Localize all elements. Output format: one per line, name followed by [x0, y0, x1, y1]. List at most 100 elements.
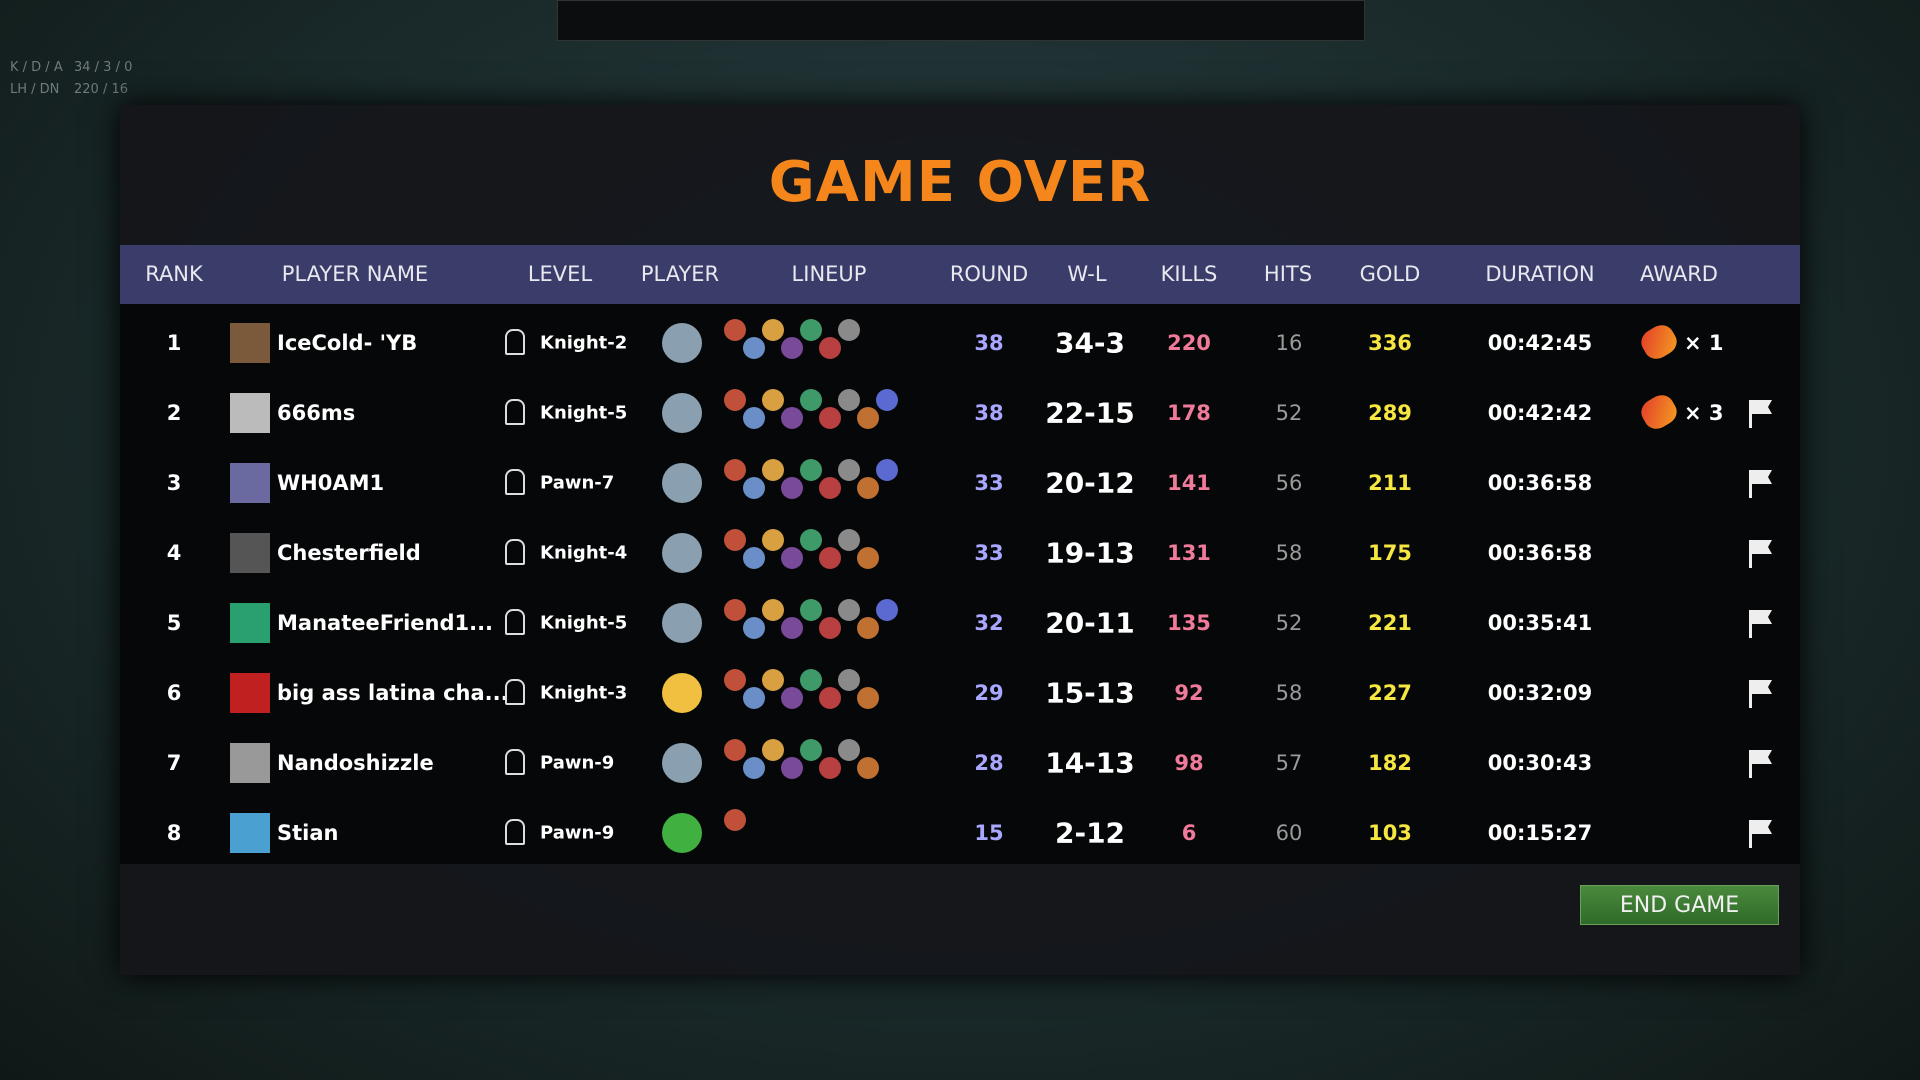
hero-icon — [800, 389, 822, 411]
kills: 141 — [1167, 471, 1211, 495]
end-game-button[interactable]: END GAME — [1580, 885, 1779, 925]
level: Pawn-9 — [540, 752, 615, 774]
kills: 92 — [1174, 681, 1204, 705]
hits: 52 — [1275, 611, 1303, 635]
flag[interactable] — [1752, 540, 1772, 554]
flag[interactable] — [1752, 750, 1772, 764]
hero-icon — [724, 669, 746, 691]
rank: 7 — [166, 751, 182, 775]
win-loss: 14-13 — [1045, 746, 1135, 780]
column-header: LINEUP — [791, 262, 867, 286]
flag[interactable] — [1752, 610, 1772, 624]
player-name: IceCold- 'YB — [277, 331, 418, 355]
level: Pawn-9 — [540, 822, 615, 844]
column-header: PLAYER NAME — [281, 262, 429, 286]
kills: 178 — [1167, 401, 1211, 425]
hero-icon — [743, 547, 765, 569]
hero-icon — [743, 477, 765, 499]
hero-icon — [857, 477, 879, 499]
player-name: 666ms — [277, 401, 356, 425]
flag-pole — [1749, 400, 1752, 428]
hero-icon — [838, 389, 860, 411]
hero-icon — [800, 319, 822, 341]
win-loss: 15-13 — [1045, 676, 1135, 710]
hero-icon — [857, 547, 879, 569]
hero-icon — [762, 669, 784, 691]
hero-icon — [800, 459, 822, 481]
round: 38 — [974, 331, 1004, 355]
hero-icon — [762, 319, 784, 341]
player-icon — [662, 743, 702, 783]
top-banner — [557, 0, 1365, 41]
hero-icon — [876, 459, 898, 481]
level-icon — [505, 749, 525, 775]
level: Knight-4 — [540, 542, 628, 564]
player-name: big ass latina cha... — [277, 681, 509, 705]
level-icon — [505, 609, 525, 635]
round: 15 — [974, 821, 1004, 845]
gold: 336 — [1368, 331, 1412, 355]
hero-icon — [762, 599, 784, 621]
hero-icon — [743, 337, 765, 359]
player-icon — [662, 323, 702, 363]
player-name: WH0AM1 — [277, 471, 385, 495]
gold: 211 — [1368, 471, 1412, 495]
player-icon — [662, 533, 702, 573]
avatar — [230, 673, 270, 713]
round: 33 — [974, 541, 1004, 565]
hero-icon — [838, 669, 860, 691]
hero-icon — [724, 809, 746, 831]
hits: 16 — [1275, 331, 1303, 355]
avatar — [230, 463, 270, 503]
win-loss: 2-12 — [1054, 816, 1126, 850]
flag-pole — [1749, 750, 1752, 778]
rank: 6 — [166, 681, 182, 705]
hero-icon — [857, 757, 879, 779]
column-header: DURATION — [1485, 262, 1595, 286]
win-loss: 34-3 — [1054, 326, 1126, 360]
flag[interactable] — [1752, 820, 1772, 834]
flag-pole — [1749, 680, 1752, 708]
flag[interactable] — [1752, 470, 1772, 484]
duration: 00:15:27 — [1487, 821, 1593, 845]
level: Knight-5 — [540, 402, 628, 424]
hero-icon — [724, 599, 746, 621]
kills: 135 — [1167, 611, 1211, 635]
rank: 5 — [166, 611, 182, 635]
flag[interactable] — [1752, 680, 1772, 694]
hero-icon — [781, 617, 803, 639]
win-loss: 19-13 — [1045, 536, 1135, 570]
level: Knight-2 — [540, 332, 628, 354]
duration: 00:35:41 — [1487, 611, 1593, 635]
avatar — [230, 393, 270, 433]
hero-icon — [781, 337, 803, 359]
hero-icon — [724, 389, 746, 411]
avatar — [230, 323, 270, 363]
level: Pawn-7 — [540, 472, 615, 494]
hero-icon — [857, 617, 879, 639]
hero-icon — [724, 739, 746, 761]
duration: 00:42:45 — [1487, 331, 1593, 355]
level-icon — [505, 469, 525, 495]
flag[interactable] — [1752, 400, 1772, 414]
rank: 2 — [166, 401, 182, 425]
hits: 58 — [1275, 541, 1303, 565]
hits: 57 — [1275, 751, 1303, 775]
avatar — [230, 813, 270, 853]
round: 28 — [974, 751, 1004, 775]
column-header: HITS — [1263, 262, 1313, 286]
hits: 58 — [1275, 681, 1303, 705]
hero-icon — [857, 687, 879, 709]
gold: 103 — [1368, 821, 1412, 845]
hero-icon — [819, 337, 841, 359]
round: 32 — [974, 611, 1004, 635]
level-icon — [505, 329, 525, 355]
level-icon — [505, 819, 525, 845]
lhdn: 220 / 16 — [74, 82, 128, 97]
hero-icon — [781, 407, 803, 429]
kills: 98 — [1174, 751, 1204, 775]
hero-icon — [781, 547, 803, 569]
duration: 00:42:42 — [1487, 401, 1593, 425]
kda-label: K / D / A — [10, 60, 63, 75]
